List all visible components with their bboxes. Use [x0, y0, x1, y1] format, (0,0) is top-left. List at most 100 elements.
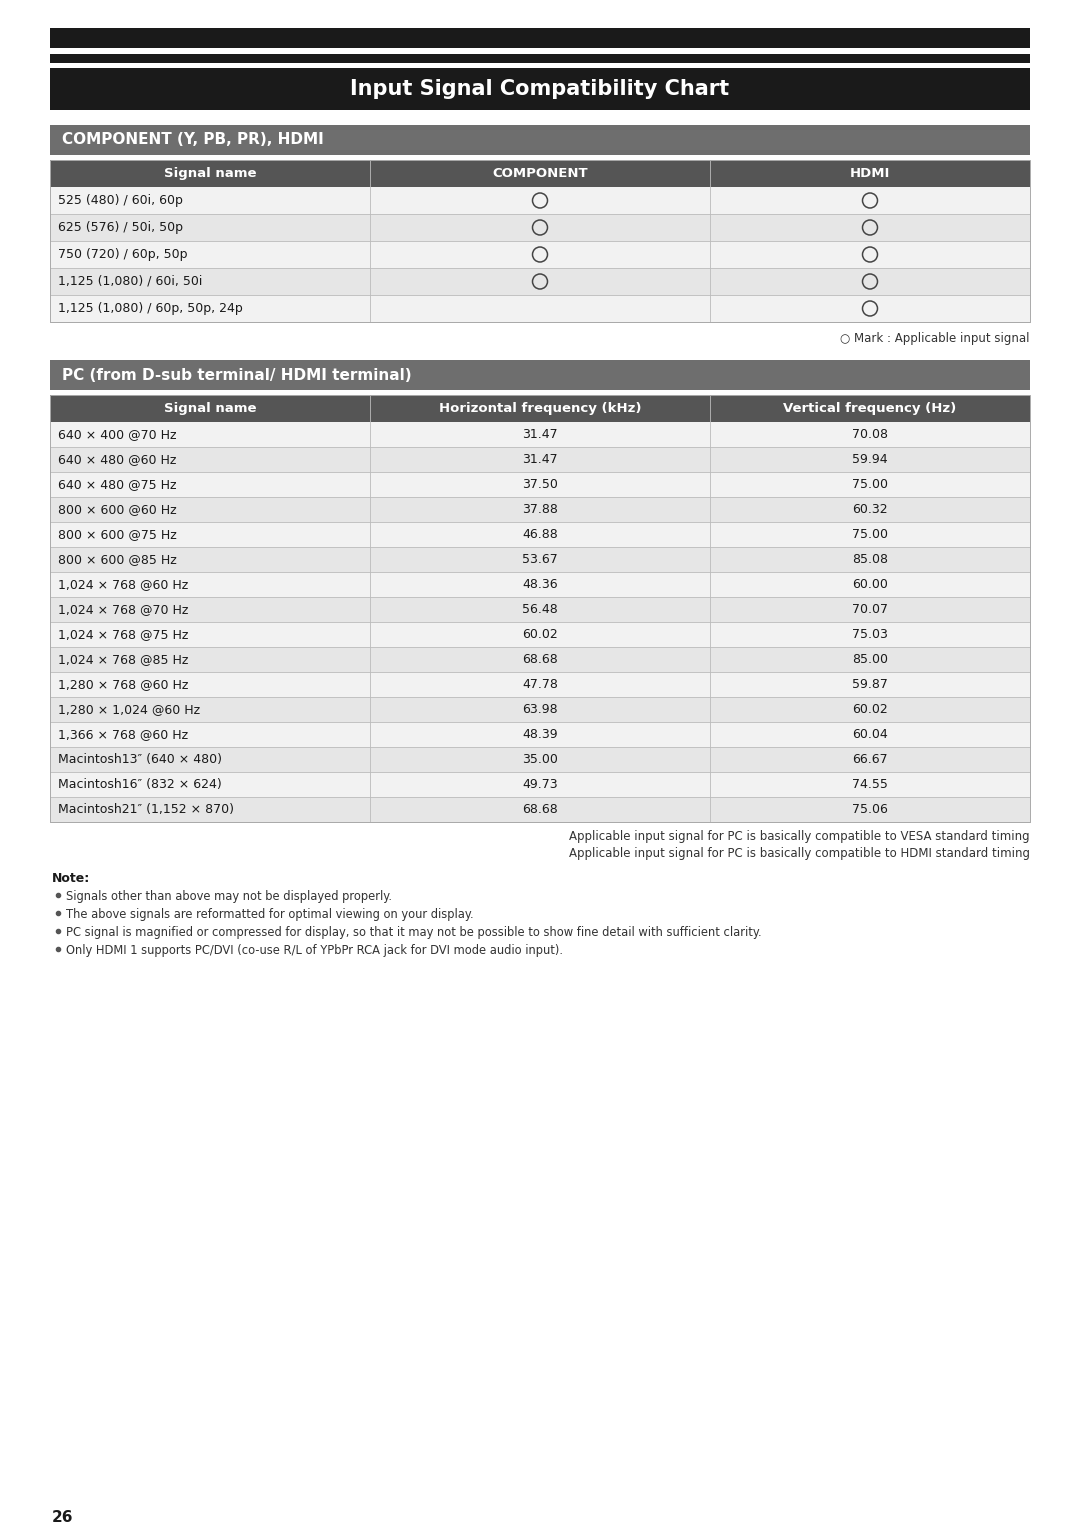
- Text: 53.67: 53.67: [522, 553, 558, 565]
- Text: Input Signal Compatibility Chart: Input Signal Compatibility Chart: [350, 80, 730, 100]
- Text: 46.88: 46.88: [522, 529, 558, 541]
- Bar: [50, 241, 1030, 268]
- Bar: [50, 722, 1030, 748]
- Bar: [50, 360, 1030, 391]
- Text: 48.36: 48.36: [523, 578, 557, 591]
- Bar: [50, 421, 1030, 447]
- Text: 60.00: 60.00: [852, 578, 888, 591]
- Bar: [370, 159, 710, 187]
- Text: 59.87: 59.87: [852, 679, 888, 691]
- Text: 60.02: 60.02: [522, 628, 558, 640]
- Text: 800 × 600 @75 Hz: 800 × 600 @75 Hz: [58, 529, 177, 541]
- Bar: [50, 268, 1030, 296]
- Text: COMPONENT: COMPONENT: [492, 167, 588, 179]
- Bar: [50, 496, 1030, 522]
- Text: Macintosh21″ (1,152 × 870): Macintosh21″ (1,152 × 870): [58, 803, 234, 817]
- Text: 1,366 × 768 @60 Hz: 1,366 × 768 @60 Hz: [58, 728, 188, 741]
- Bar: [50, 159, 370, 187]
- Text: 63.98: 63.98: [523, 703, 557, 715]
- Text: 1,280 × 768 @60 Hz: 1,280 × 768 @60 Hz: [58, 679, 188, 691]
- Text: 60.02: 60.02: [852, 703, 888, 715]
- Text: 37.88: 37.88: [522, 502, 558, 516]
- Text: 49.73: 49.73: [523, 778, 557, 791]
- Text: 74.55: 74.55: [852, 778, 888, 791]
- Bar: [50, 296, 1030, 322]
- Text: 37.50: 37.50: [522, 478, 558, 490]
- Bar: [50, 447, 1030, 472]
- Text: 47.78: 47.78: [522, 679, 558, 691]
- Bar: [50, 547, 1030, 571]
- Text: 640 × 400 @70 Hz: 640 × 400 @70 Hz: [58, 427, 176, 441]
- Text: Macintosh13″ (640 × 480): Macintosh13″ (640 × 480): [58, 754, 222, 766]
- Text: PC signal is magnified or compressed for display, so that it may not be possible: PC signal is magnified or compressed for…: [66, 925, 761, 939]
- Bar: [710, 159, 1030, 187]
- Text: 48.39: 48.39: [523, 728, 557, 741]
- Text: 800 × 600 @60 Hz: 800 × 600 @60 Hz: [58, 502, 177, 516]
- Bar: [50, 622, 1030, 647]
- Text: 75.06: 75.06: [852, 803, 888, 817]
- Text: 1,024 × 768 @75 Hz: 1,024 × 768 @75 Hz: [58, 628, 188, 640]
- Bar: [50, 647, 1030, 673]
- Text: 750 (720) / 60p, 50p: 750 (720) / 60p, 50p: [58, 248, 188, 260]
- Text: 1,024 × 768 @70 Hz: 1,024 × 768 @70 Hz: [58, 604, 188, 616]
- Bar: [50, 571, 1030, 597]
- Text: 1,280 × 1,024 @60 Hz: 1,280 × 1,024 @60 Hz: [58, 703, 200, 715]
- Text: 625 (576) / 50i, 50p: 625 (576) / 50i, 50p: [58, 221, 183, 234]
- Bar: [370, 395, 710, 421]
- Text: COMPONENT (Y, PB, PR), HDMI: COMPONENT (Y, PB, PR), HDMI: [62, 132, 324, 147]
- Text: Macintosh16″ (832 × 624): Macintosh16″ (832 × 624): [58, 778, 221, 791]
- Text: 59.94: 59.94: [852, 453, 888, 466]
- Text: Note:: Note:: [52, 872, 91, 885]
- Bar: [50, 797, 1030, 823]
- Text: 75.03: 75.03: [852, 628, 888, 640]
- Bar: [50, 472, 1030, 496]
- Bar: [50, 126, 1030, 155]
- Bar: [50, 159, 1030, 322]
- Text: 56.48: 56.48: [522, 604, 558, 616]
- Bar: [50, 395, 1030, 823]
- Text: 1,125 (1,080) / 60p, 50p, 24p: 1,125 (1,080) / 60p, 50p, 24p: [58, 302, 243, 316]
- Text: The above signals are reformatted for optimal viewing on your display.: The above signals are reformatted for op…: [66, 908, 474, 921]
- Text: Only HDMI 1 supports PC/DVI (co-use R/L of YPbPr RCA jack for DVI mode audio inp: Only HDMI 1 supports PC/DVI (co-use R/L …: [66, 944, 563, 958]
- Text: 70.07: 70.07: [852, 604, 888, 616]
- Bar: [50, 772, 1030, 797]
- Text: 60.32: 60.32: [852, 502, 888, 516]
- Text: 60.04: 60.04: [852, 728, 888, 741]
- Text: Applicable input signal for PC is basically compatible to HDMI standard timing: Applicable input signal for PC is basica…: [569, 847, 1030, 859]
- Bar: [50, 187, 1030, 214]
- Text: 68.68: 68.68: [522, 803, 558, 817]
- Bar: [50, 214, 1030, 241]
- Bar: [50, 597, 1030, 622]
- Text: PC (from D-sub terminal/ HDMI terminal): PC (from D-sub terminal/ HDMI terminal): [62, 368, 411, 383]
- Text: ○ Mark : Applicable input signal: ○ Mark : Applicable input signal: [840, 332, 1030, 345]
- Bar: [50, 748, 1030, 772]
- Text: 31.47: 31.47: [523, 453, 557, 466]
- Text: 26: 26: [52, 1511, 73, 1524]
- Bar: [50, 54, 1030, 63]
- Text: 35.00: 35.00: [522, 754, 558, 766]
- Text: 68.68: 68.68: [522, 653, 558, 666]
- Text: 75.00: 75.00: [852, 478, 888, 490]
- Text: 800 × 600 @85 Hz: 800 × 600 @85 Hz: [58, 553, 177, 565]
- Text: 640 × 480 @75 Hz: 640 × 480 @75 Hz: [58, 478, 176, 490]
- Text: 1,125 (1,080) / 60i, 50i: 1,125 (1,080) / 60i, 50i: [58, 276, 202, 288]
- Text: HDMI: HDMI: [850, 167, 890, 179]
- Text: 525 (480) / 60i, 60p: 525 (480) / 60i, 60p: [58, 195, 183, 207]
- Text: 1,024 × 768 @85 Hz: 1,024 × 768 @85 Hz: [58, 653, 188, 666]
- Bar: [50, 697, 1030, 722]
- Text: Signals other than above may not be displayed properly.: Signals other than above may not be disp…: [66, 890, 392, 902]
- Text: Vertical frequency (Hz): Vertical frequency (Hz): [783, 401, 957, 415]
- Text: 75.00: 75.00: [852, 529, 888, 541]
- Text: 31.47: 31.47: [523, 427, 557, 441]
- Text: Applicable input signal for PC is basically compatible to VESA standard timing: Applicable input signal for PC is basica…: [569, 830, 1030, 843]
- Text: 85.00: 85.00: [852, 653, 888, 666]
- Bar: [50, 67, 1030, 110]
- Text: 640 × 480 @60 Hz: 640 × 480 @60 Hz: [58, 453, 176, 466]
- Bar: [50, 522, 1030, 547]
- Bar: [50, 673, 1030, 697]
- Text: Signal name: Signal name: [164, 167, 256, 179]
- Bar: [50, 395, 370, 421]
- Text: 85.08: 85.08: [852, 553, 888, 565]
- Text: 70.08: 70.08: [852, 427, 888, 441]
- Bar: [50, 28, 1030, 47]
